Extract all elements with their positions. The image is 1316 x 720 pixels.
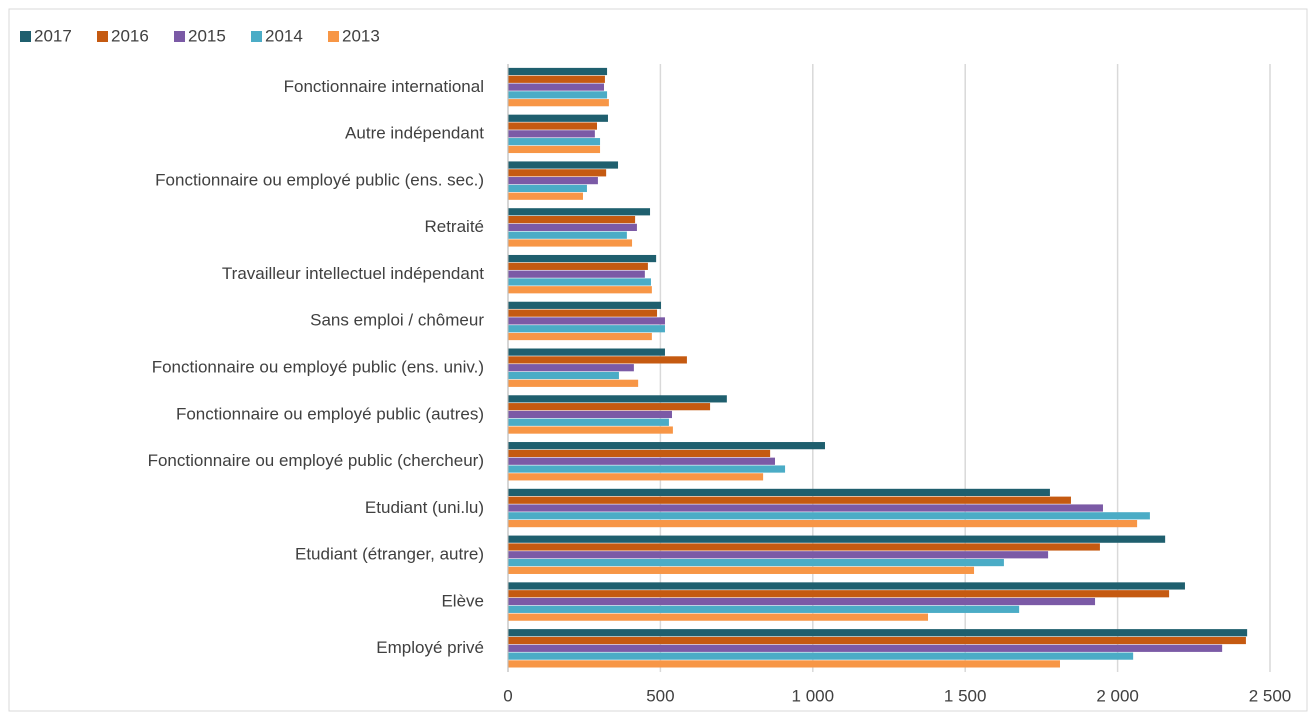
bar	[508, 504, 1103, 512]
bar	[508, 379, 639, 387]
bar	[508, 582, 1185, 590]
legend-label: 2015	[188, 26, 226, 45]
bar	[508, 114, 608, 122]
bar	[508, 590, 1170, 598]
y-tick-label: Sans emploi / chômeur	[310, 311, 484, 330]
bar	[508, 177, 598, 185]
y-tick-label: Fonctionnaire ou employé public (ens. se…	[155, 170, 484, 189]
bar	[508, 410, 672, 419]
bar	[508, 644, 1223, 652]
bar	[508, 636, 1246, 645]
bar	[508, 543, 1100, 551]
legend-label: 2017	[34, 26, 72, 45]
bar	[508, 169, 607, 177]
legend-swatch	[20, 31, 31, 42]
bar	[508, 83, 605, 91]
x-tick-label: 500	[646, 686, 674, 705]
x-tick-label: 1 500	[944, 686, 987, 705]
bar	[508, 161, 619, 169]
x-tick-label: 1 000	[792, 686, 835, 705]
bar	[508, 231, 627, 239]
bar	[508, 597, 1096, 606]
y-tick-label: Employé privé	[376, 638, 484, 657]
x-tick-label: 2 000	[1096, 686, 1139, 705]
bar	[508, 418, 669, 426]
bar	[508, 223, 637, 231]
bar	[508, 215, 636, 224]
bar	[508, 442, 825, 450]
y-tick-label: Etudiant (uni.lu)	[365, 498, 484, 517]
bar	[508, 520, 1138, 528]
bar	[508, 332, 652, 341]
bar	[508, 558, 1004, 567]
bar	[508, 309, 658, 317]
bar	[508, 301, 662, 309]
bar	[508, 286, 652, 294]
y-tick-label: Fonctionnaire international	[284, 77, 484, 96]
legend-swatch	[97, 31, 108, 42]
bar	[508, 395, 727, 403]
bar	[508, 262, 648, 270]
bar	[508, 613, 929, 621]
bar	[508, 473, 764, 481]
bar	[508, 138, 601, 146]
bar	[508, 403, 711, 411]
bar	[508, 465, 786, 473]
legend-swatch	[328, 31, 339, 42]
y-tick-label: Fonctionnaire ou employé public (autres)	[176, 404, 484, 423]
bar	[508, 364, 634, 372]
y-tick-label: Autre indépendant	[345, 124, 484, 143]
bar	[508, 652, 1134, 660]
y-tick-label: Elève	[441, 591, 484, 610]
bar	[508, 192, 583, 200]
bar	[508, 91, 608, 99]
bar	[508, 488, 1050, 497]
bar	[508, 356, 687, 364]
y-tick-label: Etudiant (étranger, autre)	[295, 545, 484, 564]
bar	[508, 535, 1166, 543]
bar	[508, 239, 633, 247]
bar	[508, 317, 665, 325]
legend-swatch	[251, 31, 262, 42]
bar	[508, 122, 598, 130]
bar	[508, 67, 608, 76]
legend-label: 2016	[111, 26, 149, 45]
y-tick-label: Fonctionnaire ou employé public (ens. un…	[152, 357, 484, 376]
legend-label: 2014	[265, 26, 303, 45]
bar	[508, 130, 595, 138]
bar	[508, 629, 1248, 637]
bar	[508, 348, 665, 356]
y-tick-label: Travailleur intellectuel indépendant	[222, 264, 484, 283]
bar	[508, 660, 1060, 668]
bar	[508, 270, 645, 278]
y-tick-label: Retraité	[424, 217, 484, 236]
y-tick-label: Fonctionnaire ou employé public (cherche…	[148, 451, 484, 470]
bar	[508, 75, 605, 83]
x-tick-label: 0	[503, 686, 512, 705]
bar	[508, 449, 771, 458]
legend-swatch	[174, 31, 185, 42]
bar	[508, 254, 657, 263]
bar	[508, 512, 1150, 520]
bar	[508, 566, 975, 574]
bar	[508, 145, 601, 154]
bar	[508, 426, 673, 434]
bar	[508, 184, 587, 193]
bar	[508, 371, 619, 380]
legend-label: 2013	[342, 26, 380, 45]
bar	[508, 457, 776, 465]
bar	[508, 278, 651, 286]
bar	[508, 208, 651, 216]
bar	[508, 496, 1071, 504]
bar	[508, 605, 1020, 613]
bar	[508, 99, 609, 107]
bar	[508, 325, 665, 333]
x-tick-label: 2 500	[1249, 686, 1292, 705]
bar	[508, 551, 1049, 559]
